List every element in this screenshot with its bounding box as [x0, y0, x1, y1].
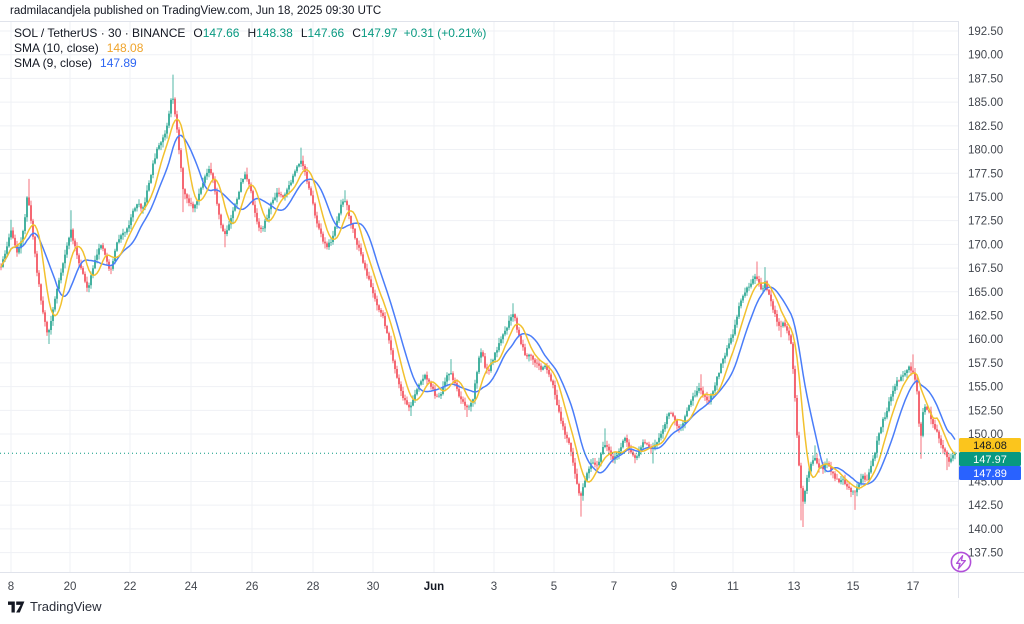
svg-text:22: 22 — [124, 581, 137, 593]
svg-text:28: 28 — [307, 581, 320, 593]
svg-text:30: 30 — [367, 581, 380, 593]
svg-text:185.00: 185.00 — [968, 97, 1003, 109]
boost-circle-icon — [950, 551, 972, 573]
svg-text:177.50: 177.50 — [968, 168, 1003, 180]
svg-text:24: 24 — [185, 581, 198, 593]
svg-text:160.00: 160.00 — [968, 334, 1003, 346]
sma10-value: 148.08 — [106, 41, 144, 55]
price-scale[interactable]: 192.50 190.00 187.50 185.00 182.50 180.00 177.… — [968, 26, 1003, 560]
svg-text:3: 3 — [491, 581, 497, 593]
svg-text:180.00: 180.00 — [968, 145, 1003, 157]
tradingview-logo-icon — [8, 601, 25, 612]
svg-text:182.50: 182.50 — [968, 121, 1003, 133]
gridlines — [0, 21, 1024, 598]
svg-text:7: 7 — [611, 581, 617, 593]
svg-text:167.50: 167.50 — [968, 263, 1003, 275]
price-axis-badges: 148.08 147.97 147.89 — [959, 438, 1021, 480]
sma9-value: 147.89 — [100, 56, 137, 70]
svg-text:5: 5 — [551, 581, 557, 593]
svg-text:140.00: 140.00 — [968, 524, 1003, 536]
boost-button[interactable] — [948, 549, 974, 575]
tradingview-logo-text: TradingView — [30, 599, 102, 614]
change-value: +0.31 (+0.21%) — [403, 26, 487, 40]
svg-text:142.50: 142.50 — [968, 500, 1003, 512]
svg-text:165.00: 165.00 — [968, 287, 1003, 299]
svg-text:11: 11 — [727, 581, 739, 593]
svg-text:172.50: 172.50 — [968, 216, 1003, 228]
close-value: 147.97 — [360, 26, 398, 40]
svg-text:8: 8 — [8, 581, 14, 593]
sma10-label: SMA (10, close) — [14, 41, 99, 55]
candles — [0, 74, 956, 527]
tradingview-attribution[interactable]: TradingView — [8, 599, 102, 614]
time-scale[interactable]: 8 20 22 24 26 28 30 Jun 3 5 7 9 11 13 15 17 — [8, 581, 920, 593]
svg-text:170.00: 170.00 — [968, 239, 1003, 251]
attribution-text: radmilacandjela published on TradingView… — [10, 5, 382, 17]
moving-averages — [0, 118, 956, 489]
svg-text:Jun: Jun — [424, 581, 444, 593]
high-value: 148.38 — [256, 26, 293, 40]
svg-text:26: 26 — [246, 581, 259, 593]
svg-text:162.50: 162.50 — [968, 311, 1003, 323]
svg-text:157.50: 157.50 — [968, 358, 1003, 370]
svg-text:147.89: 147.89 — [973, 468, 1007, 480]
svg-text:17: 17 — [907, 581, 920, 593]
lightning-icon — [955, 554, 967, 570]
svg-text:137.50: 137.50 — [968, 548, 1003, 560]
svg-text:192.50: 192.50 — [968, 26, 1003, 38]
svg-text:148.08: 148.08 — [973, 440, 1007, 452]
svg-text:20: 20 — [64, 581, 77, 593]
sma10-row: SMA (10, close) 148.08 — [14, 41, 486, 56]
svg-text:155.00: 155.00 — [968, 382, 1003, 394]
low-value: 147.66 — [307, 26, 345, 40]
svg-text:175.00: 175.00 — [968, 192, 1003, 204]
chart-legend: SOL / TetherUS · 30 · BINANCE O147.66 H148… — [14, 26, 486, 71]
symbol-title: SOL / TetherUS · 30 · BINANCE — [14, 26, 186, 40]
svg-text:147.97: 147.97 — [973, 454, 1007, 466]
svg-text:187.50: 187.50 — [968, 73, 1003, 85]
open-label: O — [193, 26, 203, 40]
svg-text:13: 13 — [788, 581, 801, 593]
svg-text:9: 9 — [671, 581, 677, 593]
open-value: 147.66 — [202, 26, 240, 40]
high-label: H — [247, 26, 257, 40]
low-label: L — [300, 26, 308, 40]
close-label: C — [352, 26, 361, 40]
svg-text:15: 15 — [847, 581, 860, 593]
sma9-label: SMA (9, close) — [14, 56, 93, 70]
symbol-row: SOL / TetherUS · 30 · BINANCE O147.66 H148… — [14, 26, 486, 41]
sma9-row: SMA (9, close) 147.89 — [14, 56, 486, 71]
svg-text:190.00: 190.00 — [968, 50, 1003, 62]
svg-text:152.50: 152.50 — [968, 405, 1003, 417]
